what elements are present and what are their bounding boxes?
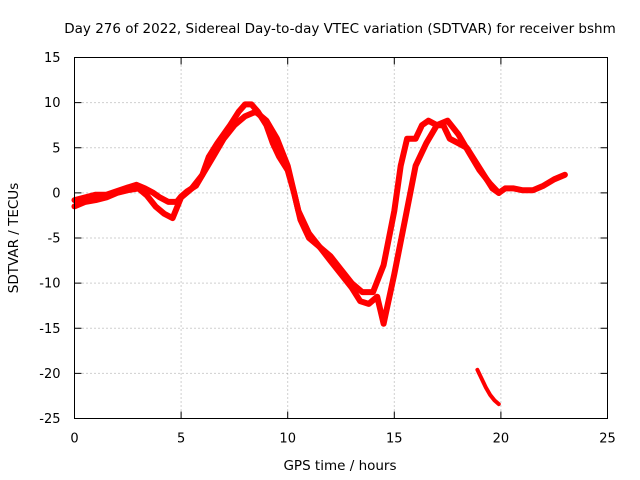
axis-ticks: 0 5 10 15 20 25 -25 -20 -15 -10 -5 0 5 10 15: [39, 51, 616, 447]
y-tick-label: -5: [48, 232, 61, 247]
y-tick-label: -15: [39, 322, 60, 337]
x-tick-label: 5: [177, 432, 185, 447]
x-tick-label: 10: [279, 432, 296, 447]
grid-lines: [74, 57, 608, 419]
chart-title: Day 276 of 2022, Sidereal Day-to-day VTE…: [64, 21, 615, 37]
y-tick-label: -25: [39, 412, 60, 427]
series-line-3: [475, 367, 501, 407]
x-tick-label: 25: [599, 432, 616, 447]
y-tick-label: -10: [39, 277, 60, 292]
series-line-2: [71, 108, 502, 327]
plot-frame: [74, 57, 608, 419]
x-axis-label: GPS time / hours: [283, 458, 396, 474]
data-series-layer: [71, 101, 568, 407]
x-tick-label: 0: [70, 432, 78, 447]
y-axis-label: SDTVAR / TECUs: [6, 183, 22, 293]
x-tick-label: 20: [493, 432, 510, 447]
y-tick-label: -20: [39, 367, 60, 382]
y-tick-label: 5: [52, 141, 60, 156]
y-tick-label: 0: [52, 186, 60, 201]
y-tick-label: 10: [44, 96, 61, 111]
y-tick-label: 15: [44, 51, 61, 66]
x-tick-label: 15: [386, 432, 403, 447]
